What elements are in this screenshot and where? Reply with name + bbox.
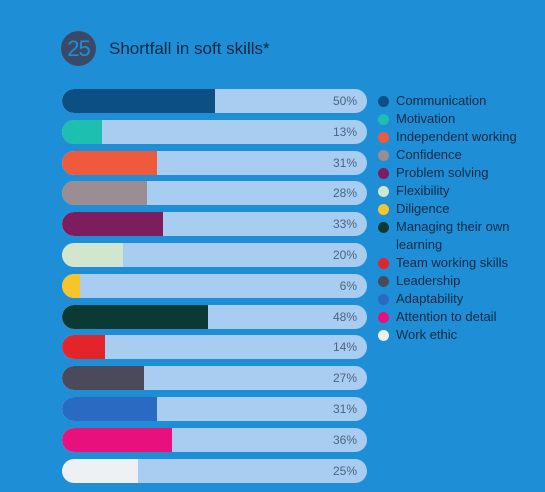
data-label: 13% (332, 124, 357, 139)
legend-item: Team working skills (378, 254, 538, 272)
legend-label: Communication (396, 93, 487, 108)
bar (62, 150, 157, 175)
bar (62, 458, 139, 483)
bar-track: 31% (62, 150, 367, 175)
bar (62, 119, 102, 144)
bar-track: 27% (62, 366, 367, 391)
legend-label: Attention to detail (396, 309, 497, 324)
bar-track: 31% (62, 397, 367, 421)
data-label: 50% (332, 94, 357, 108)
legend-item: Adaptability (378, 290, 538, 308)
bar (62, 366, 145, 391)
legend-swatch (378, 276, 389, 287)
bar-track: 48% (62, 304, 367, 329)
legend-swatch (378, 312, 389, 323)
legend-label: Flexibility (396, 183, 450, 198)
bar-track: 14% (62, 335, 367, 360)
bar (62, 335, 105, 360)
legend-item: Flexibility (378, 182, 538, 200)
bar (62, 397, 157, 421)
chart-legend: Communication Motivation Independent worki… (378, 92, 538, 344)
data-label: 28% (332, 186, 357, 201)
bar-track: 20% (62, 243, 367, 267)
legend-label: Managing their own learning (396, 219, 510, 252)
legend-swatch (378, 132, 389, 143)
bar (62, 212, 163, 237)
legend-swatch (378, 168, 389, 179)
legend-label: Team working skills (396, 255, 508, 270)
legend-item: Independent working (378, 128, 538, 146)
chart-number-badge: 25 (61, 31, 96, 66)
data-label: 31% (332, 155, 357, 170)
legend-item: Communication (378, 92, 538, 110)
legend-swatch (378, 150, 389, 161)
bar-track: 33% (62, 212, 367, 237)
legend-label: Diligence (396, 201, 450, 216)
data-label: 36% (332, 432, 357, 447)
chart-title: Shortfall in soft skills* (109, 39, 270, 58)
bar-track: 50% (62, 89, 367, 113)
legend-label: Leadership (396, 273, 461, 288)
legend-swatch (378, 294, 389, 305)
legend-item: Managing their own learning (378, 218, 538, 254)
bar-track: 25% (62, 458, 367, 483)
legend-swatch (378, 114, 389, 125)
legend-swatch (378, 258, 389, 269)
legend-item: Problem solving (378, 164, 538, 182)
bar (62, 243, 123, 267)
legend-swatch (378, 96, 389, 107)
data-label: 27% (332, 371, 357, 386)
legend-item: Confidence (378, 146, 538, 164)
legend-label: Motivation (396, 111, 456, 126)
legend-label: Problem solving (396, 165, 489, 180)
legend-label: Adaptability (396, 291, 464, 306)
legend-item: Diligence (378, 200, 538, 218)
data-label: 25% (332, 463, 357, 478)
legend-swatch (378, 204, 389, 215)
bar (62, 304, 209, 329)
data-label: 31% (332, 402, 357, 416)
data-label: 33% (332, 217, 357, 232)
legend-swatch (378, 222, 389, 233)
bar (62, 181, 148, 206)
data-label: 48% (332, 309, 357, 324)
data-label: 14% (332, 340, 357, 355)
bar (62, 89, 215, 113)
bar (62, 427, 172, 452)
data-label: 6% (339, 278, 357, 293)
legend-label: Independent working (396, 129, 517, 144)
legend-label: Confidence (396, 147, 462, 162)
legend-swatch (378, 330, 389, 341)
legend-label: Work ethic (396, 327, 458, 342)
legend-item: Work ethic (378, 326, 538, 344)
bar-track: 13% (62, 119, 367, 144)
bar-track: 6% (62, 273, 367, 298)
bar (62, 273, 81, 298)
legend-item: Leadership (378, 272, 538, 290)
legend-item: Motivation (378, 110, 538, 128)
bar-track: 28% (62, 181, 367, 206)
data-label: 20% (332, 248, 357, 262)
legend-item: Attention to detail (378, 308, 538, 326)
bar-track: 36% (62, 427, 367, 452)
legend-swatch (378, 186, 389, 197)
